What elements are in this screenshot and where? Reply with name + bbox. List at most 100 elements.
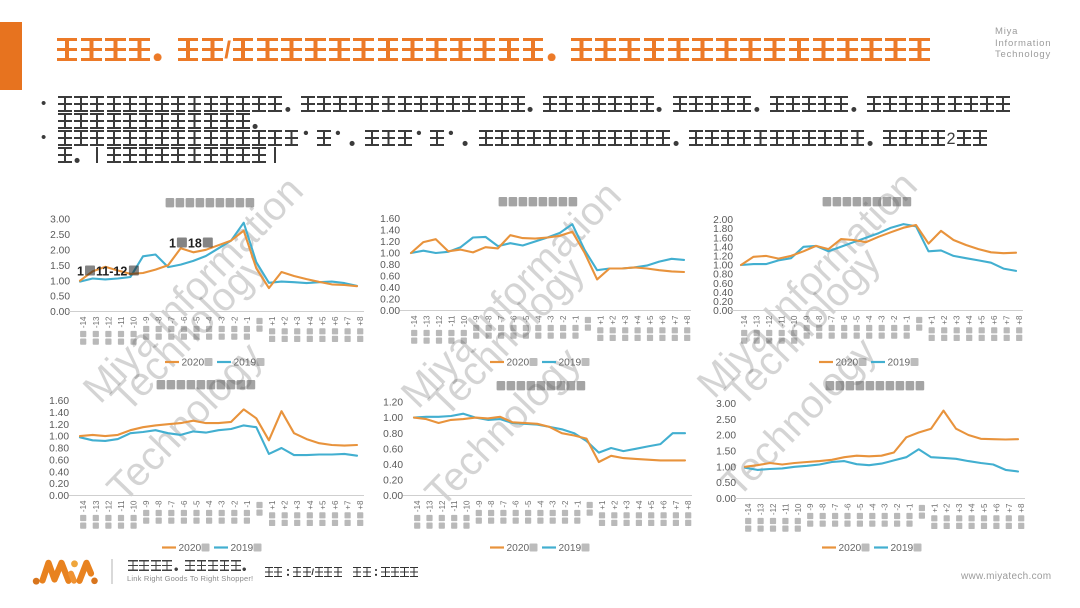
svg-text:-5: -5 [853,315,862,323]
svg-text:-13: -13 [92,316,101,328]
svg-text:-9: -9 [142,316,151,324]
svg-text:0.60: 0.60 [383,444,403,455]
svg-text:-10: -10 [463,500,472,512]
svg-text:2019: 2019 [559,358,582,369]
svg-text:+8: +8 [684,500,693,510]
svg-text:-1: -1 [573,500,582,508]
svg-text:0.80: 0.80 [380,260,400,271]
svg-text:-4: -4 [868,503,877,511]
svg-text:+7: +7 [344,316,353,326]
svg-text:+5: +5 [978,315,987,325]
svg-text:-4: -4 [865,315,874,323]
svg-text:2019: 2019 [231,543,254,554]
svg-text:-2: -2 [893,503,902,511]
svg-text:-1: -1 [903,315,912,323]
svg-text:2020: 2020 [182,358,205,369]
svg-text:-4: -4 [205,316,214,324]
svg-text:-14: -14 [79,500,88,512]
svg-text:+6: +6 [658,315,667,325]
svg-text:+2: +2 [943,503,952,513]
svg-text:-3: -3 [881,503,890,511]
svg-text:-5: -5 [522,315,531,323]
svg-text:-14: -14 [413,500,422,512]
svg-text:0.20: 0.20 [49,479,69,490]
svg-text:-14: -14 [744,503,753,515]
svg-text:-11: -11 [450,500,459,512]
svg-text:+2: +2 [610,500,619,510]
svg-text:-3: -3 [549,500,558,508]
svg-text:2.00: 2.00 [50,245,70,256]
svg-text:-12: -12 [769,503,778,515]
svg-text:+6: +6 [331,316,340,326]
svg-text:1.60: 1.60 [713,233,733,244]
svg-text:-2: -2 [561,500,570,508]
svg-text:1.60: 1.60 [380,214,400,225]
svg-text:-7: -7 [831,503,840,511]
svg-text:+3: +3 [623,500,632,510]
svg-text:-11: -11 [781,503,790,515]
svg-text:-13: -13 [92,500,101,512]
svg-text:0.00: 0.00 [716,494,736,505]
svg-text:+7: +7 [672,500,681,510]
svg-text:+8: +8 [683,315,692,325]
svg-text:+4: +4 [965,315,974,325]
svg-text:+7: +7 [1003,315,1012,325]
svg-text:-6: -6 [512,500,521,508]
svg-text:0.20: 0.20 [383,476,403,487]
svg-text:2019: 2019 [891,543,914,554]
svg-text:+2: +2 [609,315,618,325]
svg-text:-4: -4 [536,500,545,508]
svg-text:3.00: 3.00 [50,215,70,226]
svg-text:-7: -7 [167,316,176,324]
svg-text:+3: +3 [621,315,630,325]
svg-text:+8: +8 [356,316,365,326]
svg-text:-8: -8 [815,315,824,323]
svg-text:+7: +7 [344,500,353,510]
svg-text:+4: +4 [634,315,643,325]
svg-text:0.80: 0.80 [383,429,403,440]
svg-text:3.00: 3.00 [716,399,736,410]
svg-text:-10: -10 [130,500,139,512]
svg-text:2019: 2019 [234,358,257,369]
svg-text:-12: -12 [435,315,444,327]
svg-text:+7: +7 [671,315,680,325]
svg-text:0.00: 0.00 [383,491,403,502]
svg-text:2020: 2020 [836,358,859,369]
svg-text:+4: +4 [635,500,644,510]
svg-text:+1: +1 [268,316,277,326]
svg-text:+1: +1 [596,315,605,325]
svg-text:+5: +5 [980,503,989,513]
svg-text:18: 18 [188,237,202,251]
svg-text:-11: -11 [117,316,126,328]
svg-text:-2: -2 [890,315,899,323]
svg-text:-6: -6 [840,315,849,323]
svg-text:1.50: 1.50 [716,447,736,458]
svg-text:-7: -7 [167,500,176,508]
svg-text:0.60: 0.60 [380,272,400,283]
svg-text:+5: +5 [318,500,327,510]
svg-text:+6: +6 [331,500,340,510]
svg-text:+8: +8 [356,500,365,510]
svg-text:+3: +3 [293,316,302,326]
svg-text:-2: -2 [230,500,239,508]
svg-text:+8: +8 [1015,315,1024,325]
svg-text:0.60: 0.60 [49,456,69,467]
svg-text:-3: -3 [878,315,887,323]
svg-text:-11: -11 [447,315,456,327]
svg-text:-9: -9 [803,315,812,323]
svg-text:1.60: 1.60 [49,396,69,407]
svg-text:-2: -2 [230,316,239,324]
svg-text:1.00: 1.00 [716,462,736,473]
svg-text:+5: +5 [318,316,327,326]
svg-text:1.50: 1.50 [50,261,70,272]
svg-text:0.50: 0.50 [50,292,70,303]
svg-text:0.40: 0.40 [380,283,400,294]
svg-text:+2: +2 [281,316,290,326]
svg-text:+6: +6 [990,315,999,325]
svg-text:-11: -11 [117,500,126,512]
svg-text:1.00: 1.00 [713,261,733,272]
svg-text:1.20: 1.20 [383,398,403,409]
svg-text:-9: -9 [475,500,484,508]
svg-text:-13: -13 [753,315,762,327]
svg-text:-8: -8 [155,316,164,324]
